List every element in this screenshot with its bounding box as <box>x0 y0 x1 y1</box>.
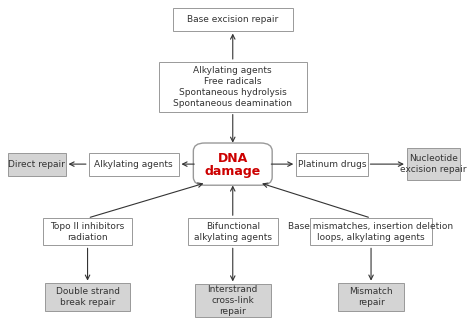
FancyBboxPatch shape <box>193 143 272 185</box>
Text: Alkylating agents
Free radicals
Spontaneous hydrolysis
Spontaneous deamination: Alkylating agents Free radicals Spontane… <box>173 66 292 108</box>
Text: DNA: DNA <box>218 152 248 165</box>
FancyBboxPatch shape <box>310 218 432 245</box>
FancyBboxPatch shape <box>89 152 179 176</box>
FancyBboxPatch shape <box>159 62 307 112</box>
Text: Base mismatches, insertion deletion
loops, alkylating agents: Base mismatches, insertion deletion loop… <box>289 222 454 242</box>
FancyBboxPatch shape <box>296 152 368 176</box>
Text: Nucleotide
excision repair: Nucleotide excision repair <box>400 154 466 174</box>
Text: Interstrand
cross-link
repair: Interstrand cross-link repair <box>208 285 258 316</box>
Text: Alkylating agents: Alkylating agents <box>94 160 173 169</box>
Text: Direct repair: Direct repair <box>9 160 65 169</box>
Text: Topo II inhibitors
radiation: Topo II inhibitors radiation <box>50 222 125 242</box>
Text: Base excision repair: Base excision repair <box>187 15 278 24</box>
FancyBboxPatch shape <box>43 218 133 245</box>
Text: Platinum drugs: Platinum drugs <box>298 160 366 169</box>
FancyBboxPatch shape <box>8 152 66 176</box>
FancyBboxPatch shape <box>173 7 292 31</box>
Text: Mismatch
repair: Mismatch repair <box>349 287 393 307</box>
Text: damage: damage <box>205 165 261 178</box>
FancyBboxPatch shape <box>45 283 130 311</box>
FancyBboxPatch shape <box>195 284 271 317</box>
FancyBboxPatch shape <box>337 283 404 311</box>
Text: Bifunctional
alkylating agents: Bifunctional alkylating agents <box>194 222 272 242</box>
FancyBboxPatch shape <box>407 148 460 180</box>
FancyBboxPatch shape <box>188 218 278 245</box>
Text: Double strand
break repair: Double strand break repair <box>55 287 119 307</box>
